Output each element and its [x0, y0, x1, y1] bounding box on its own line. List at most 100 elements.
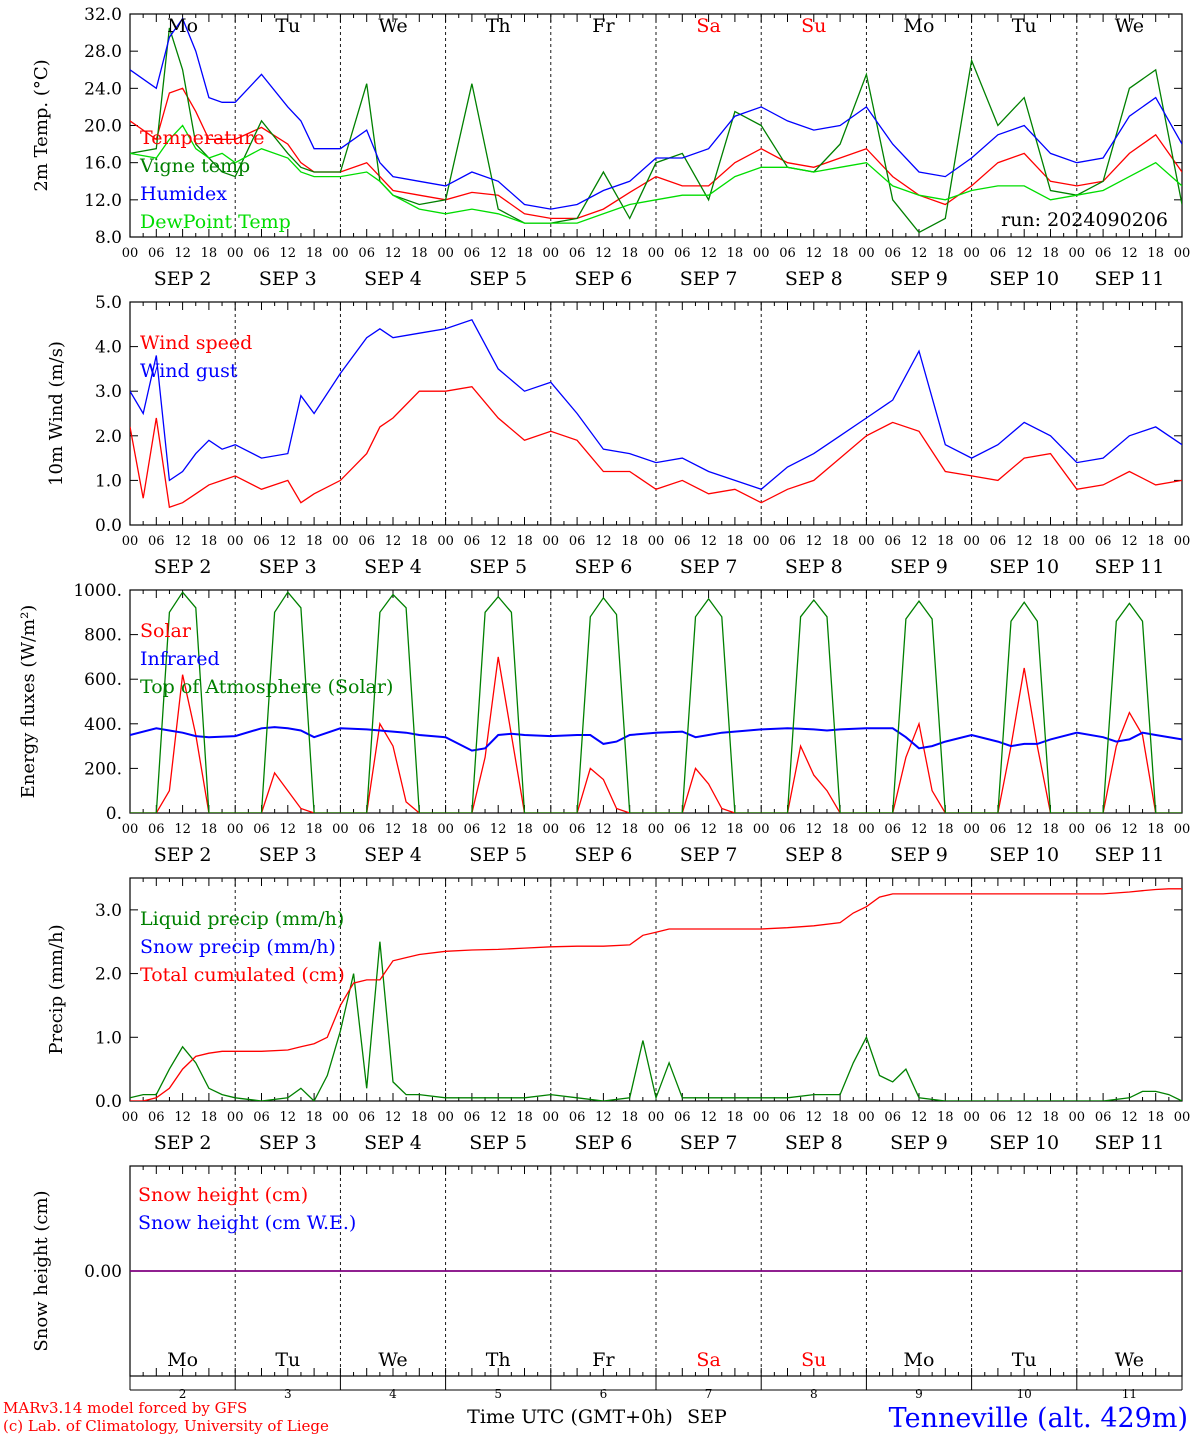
y-tick-label: 3.0 — [95, 901, 122, 921]
hour-label: 06 — [884, 1110, 901, 1125]
bottom-day-number: 5 — [494, 1387, 502, 1401]
series-line-vigne-temp — [130, 27, 1182, 234]
hour-label: 00 — [753, 1110, 770, 1125]
hour-label: 00 — [227, 534, 244, 549]
date-label: SEP 7 — [680, 268, 738, 290]
y-axis-label: Energy fluxes (W/m²) — [18, 605, 39, 799]
hour-label: 00 — [858, 822, 875, 837]
date-label: SEP 5 — [469, 844, 527, 866]
date-label: SEP 7 — [680, 556, 738, 578]
y-tick-label: 0.0 — [95, 1092, 122, 1112]
series-line-liquid-precip-mm-h- — [130, 941, 1182, 1101]
legend-entry: Liquid precip (mm/h) — [140, 908, 344, 930]
hour-label: 12 — [1121, 534, 1138, 549]
y-tick-label: 1.0 — [95, 1028, 122, 1048]
hour-label: 00 — [227, 246, 244, 261]
date-label: SEP 6 — [574, 844, 632, 866]
hour-label: 12 — [174, 246, 191, 261]
hour-label: 00 — [543, 1110, 560, 1125]
legend-entry: Snow height (cm) — [138, 1184, 308, 1206]
hour-label: 18 — [201, 1110, 218, 1125]
hour-label: 00 — [543, 534, 560, 549]
hour-label: 18 — [727, 246, 744, 261]
date-label: SEP 2 — [154, 268, 212, 290]
date-label: SEP 9 — [890, 844, 948, 866]
y-axis-label: Snow height (cm) — [31, 1190, 52, 1351]
date-label: SEP 4 — [364, 268, 422, 290]
hour-label: 00 — [1069, 1110, 1086, 1125]
legend-entry: Snow precip (mm/h) — [140, 936, 336, 958]
hour-label: 06 — [148, 822, 165, 837]
hour-label: 12 — [490, 534, 507, 549]
hour-label: 00 — [1069, 534, 1086, 549]
hour-label: 18 — [411, 822, 428, 837]
hour-label: 00 — [332, 246, 349, 261]
hour-label: 18 — [1147, 246, 1164, 261]
date-label: SEP 10 — [989, 1132, 1059, 1154]
bottom-day-number: 4 — [389, 1387, 397, 1401]
date-label: SEP 3 — [259, 1132, 317, 1154]
hour-label: 06 — [990, 1110, 1007, 1125]
hour-label: 00 — [122, 246, 139, 261]
hour-label: 00 — [648, 822, 665, 837]
hour-label: 18 — [306, 246, 323, 261]
plot-frame — [129, 589, 1183, 814]
hour-label: 18 — [727, 1110, 744, 1125]
date-label: SEP 5 — [469, 556, 527, 578]
legend-entry: Humidex — [140, 183, 227, 205]
hour-label: 06 — [884, 246, 901, 261]
hour-label: 18 — [621, 534, 638, 549]
hour-label: 00 — [332, 1110, 349, 1125]
hour-label: 06 — [990, 246, 1007, 261]
y-tick-label: 2.0 — [95, 427, 122, 447]
y-tick-label: 24.0 — [84, 79, 122, 99]
hour-label: 06 — [779, 1110, 796, 1125]
weekday-label: Fr — [592, 15, 615, 37]
hour-label: 06 — [779, 246, 796, 261]
hour-label: 00 — [332, 534, 349, 549]
hour-label: 18 — [516, 822, 533, 837]
hour-label: 18 — [411, 534, 428, 549]
hour-label: 18 — [937, 534, 954, 549]
date-label: SEP 8 — [785, 844, 843, 866]
hour-label: 18 — [306, 534, 323, 549]
hour-label: 18 — [937, 822, 954, 837]
date-label: SEP 2 — [154, 1132, 212, 1154]
hour-label: 06 — [464, 822, 481, 837]
y-tick-label: 600. — [84, 670, 122, 690]
y-tick-label: 1000. — [73, 581, 122, 601]
series-line-wind-gust — [130, 319, 1182, 491]
weekday-label: Su — [801, 1349, 826, 1371]
hour-label: 18 — [621, 822, 638, 837]
hour-label: 18 — [516, 1110, 533, 1125]
hour-label: 00 — [437, 822, 454, 837]
hour-label: 00 — [858, 246, 875, 261]
bottom-day-number: 3 — [284, 1387, 292, 1401]
hour-label: 18 — [201, 534, 218, 549]
hour-label: 12 — [911, 1110, 928, 1125]
date-label: SEP 4 — [364, 844, 422, 866]
date-label: SEP 9 — [890, 556, 948, 578]
bottom-day-number: 6 — [600, 1387, 608, 1401]
hour-label: 12 — [806, 1110, 823, 1125]
hour-label: 06 — [884, 822, 901, 837]
hour-label: 00 — [122, 822, 139, 837]
bottom-month-label: SEP — [687, 1406, 727, 1428]
bottom-day-number: 7 — [705, 1387, 713, 1401]
hour-label: 18 — [1042, 534, 1059, 549]
hour-label: 12 — [490, 822, 507, 837]
hour-label: 18 — [516, 246, 533, 261]
date-label: SEP 9 — [890, 1132, 948, 1154]
series-line-infrared — [130, 726, 1182, 752]
panel-5: 0.00 Snow height (cm) Snow height (cm) Snow… — [31, 1165, 1183, 1428]
hour-label: 12 — [595, 246, 612, 261]
date-label: SEP 10 — [989, 268, 1059, 290]
date-label: SEP 7 — [680, 1132, 738, 1154]
series-line-temperature — [130, 87, 1182, 220]
hour-label: 06 — [884, 534, 901, 549]
hour-label: 12 — [700, 534, 717, 549]
panel-1: 8.0 12.0 16.0 20.0 24.0 28.0 32.0 2m Temp. (°C)… — [31, 5, 1190, 290]
hour-label: 06 — [1095, 822, 1112, 837]
weekday-label: We — [1115, 15, 1144, 37]
